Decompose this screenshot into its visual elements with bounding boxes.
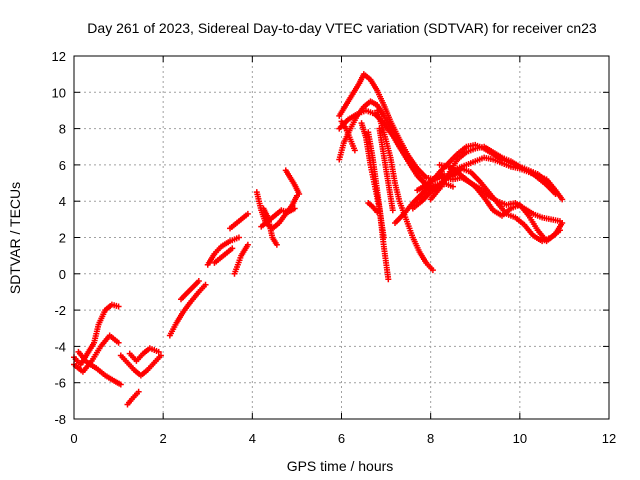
data-point bbox=[385, 276, 392, 283]
y-axis-label: SDTVAR / TECUs bbox=[7, 182, 23, 294]
y-tick-label: 12 bbox=[52, 49, 66, 64]
series-arc4 bbox=[124, 388, 142, 408]
data-point bbox=[157, 352, 164, 359]
series-arc20 bbox=[338, 118, 358, 154]
y-tick-label: 2 bbox=[59, 231, 66, 246]
data-point bbox=[115, 303, 122, 310]
data-point bbox=[244, 210, 251, 217]
series-arc31 bbox=[441, 165, 563, 245]
data-point bbox=[117, 381, 124, 388]
y-axis-ticks: -8 -6 -4 -2 0 2 4 6 8 10 12 bbox=[52, 49, 609, 427]
y-tick-label: -6 bbox=[54, 376, 66, 391]
series-arc12 bbox=[227, 210, 251, 232]
series-arc22 bbox=[365, 129, 387, 241]
chart-title: Day 261 of 2023, Sidereal Day-to-day VTE… bbox=[87, 20, 597, 36]
y-tick-label: -2 bbox=[54, 303, 66, 318]
data-point bbox=[351, 147, 358, 154]
data-point bbox=[449, 183, 456, 190]
series-arc8 bbox=[178, 278, 202, 303]
x-tick-label: 12 bbox=[602, 431, 616, 446]
x-tick-label: 0 bbox=[70, 431, 77, 446]
y-tick-label: 10 bbox=[52, 85, 66, 100]
series-arc23 bbox=[376, 125, 396, 214]
y-tick-label: 6 bbox=[59, 158, 66, 173]
data-point bbox=[291, 205, 298, 212]
series-arc3 bbox=[75, 348, 124, 388]
y-tick-label: 8 bbox=[59, 122, 66, 137]
series-arc24 bbox=[374, 107, 436, 274]
data-point bbox=[429, 267, 436, 274]
series-arc10 bbox=[211, 245, 236, 266]
series-arc6 bbox=[126, 345, 162, 364]
x-tick-label: 8 bbox=[427, 431, 434, 446]
series-arc5 bbox=[117, 352, 164, 379]
data-point bbox=[195, 278, 202, 285]
data-marks bbox=[71, 71, 566, 408]
series-arc32 bbox=[414, 180, 456, 203]
y-tick-label: -8 bbox=[54, 412, 66, 427]
x-tick-label: 10 bbox=[513, 431, 527, 446]
y-tick-label: -4 bbox=[54, 339, 66, 354]
data-point bbox=[115, 339, 122, 346]
data-point bbox=[273, 241, 280, 248]
x-tick-label: 6 bbox=[338, 431, 345, 446]
data-point bbox=[229, 245, 236, 252]
x-tick-label: 4 bbox=[249, 431, 256, 446]
y-tick-label: 4 bbox=[59, 194, 66, 209]
data-point bbox=[155, 348, 162, 355]
y-tick-label: 0 bbox=[59, 267, 66, 282]
series-arc25 bbox=[365, 200, 381, 216]
series-arc11 bbox=[231, 241, 251, 277]
data-point bbox=[556, 227, 563, 234]
x-tick-label: 2 bbox=[160, 431, 167, 446]
series-arc1 bbox=[71, 301, 122, 368]
plot-frame bbox=[73, 55, 610, 420]
series-arc15 bbox=[260, 205, 280, 248]
data-point bbox=[559, 219, 566, 226]
data-point bbox=[559, 196, 566, 203]
data-point bbox=[244, 241, 251, 248]
data-point bbox=[552, 190, 559, 197]
data-point bbox=[135, 388, 142, 395]
series-arc16 bbox=[282, 167, 303, 197]
data-point bbox=[374, 209, 381, 216]
series-arc7 bbox=[166, 281, 209, 339]
x-axis-label: GPS time / hours bbox=[287, 458, 394, 474]
series-arc9 bbox=[204, 234, 242, 268]
data-point bbox=[380, 234, 387, 241]
data-point bbox=[389, 207, 396, 214]
data-point bbox=[202, 281, 209, 288]
data-point bbox=[296, 190, 303, 197]
data-point bbox=[235, 234, 242, 241]
